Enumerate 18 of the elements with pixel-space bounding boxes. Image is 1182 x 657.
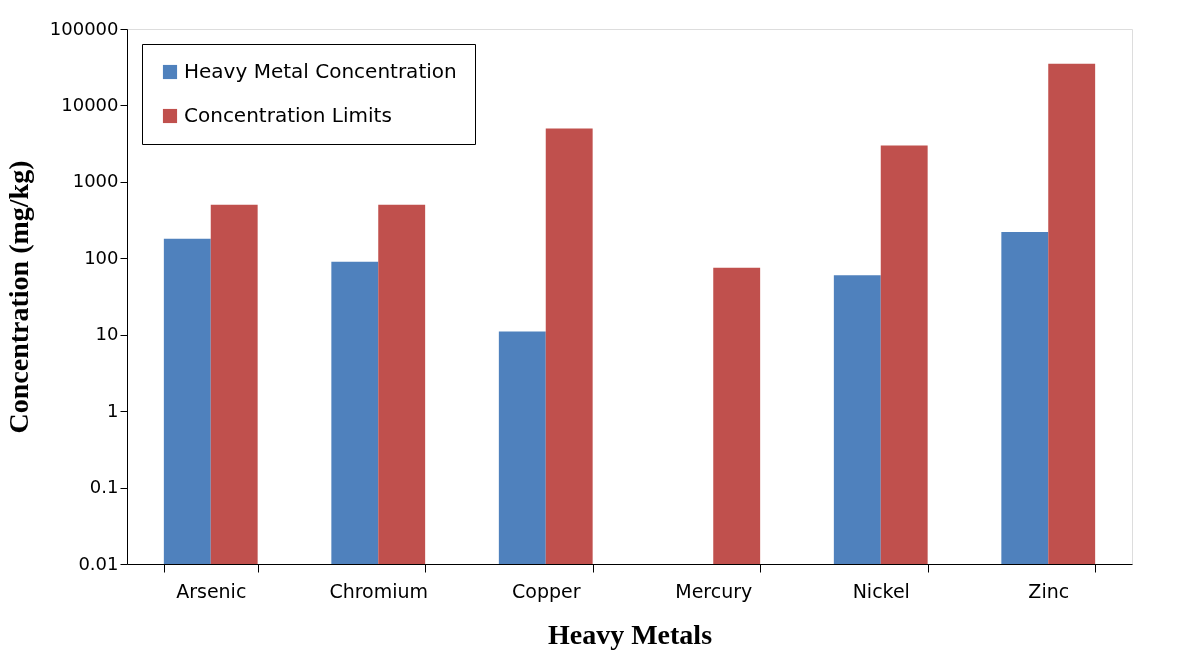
- x-tick-label: Arsenic: [176, 579, 247, 602]
- y-axis-title: Concentration (mg/kg): [2, 160, 34, 434]
- legend-label: Heavy Metal Concentration: [184, 59, 457, 83]
- y-tick-label: 100000: [49, 17, 119, 39]
- y-tick-label: 10: [95, 323, 119, 345]
- y-tick-label: 1000: [72, 170, 119, 192]
- y-tick-label: 0.1: [89, 476, 119, 498]
- x-tick-label: Copper: [511, 579, 581, 602]
- y-tick-label: 0.01: [78, 552, 119, 574]
- x-tick-label: Chromium: [329, 579, 429, 602]
- x-tick-label: Zinc: [1028, 579, 1070, 602]
- x-tick-label: Mercury: [675, 579, 753, 602]
- y-tick-label: 100: [84, 246, 119, 268]
- legend-label: Concentration Limits: [184, 103, 392, 127]
- x-tick-label: Nickel: [852, 579, 910, 602]
- x-axis-title: Heavy Metals: [547, 618, 713, 650]
- y-tick-label: 1: [107, 399, 119, 421]
- y-tick-label: 10000: [61, 93, 119, 115]
